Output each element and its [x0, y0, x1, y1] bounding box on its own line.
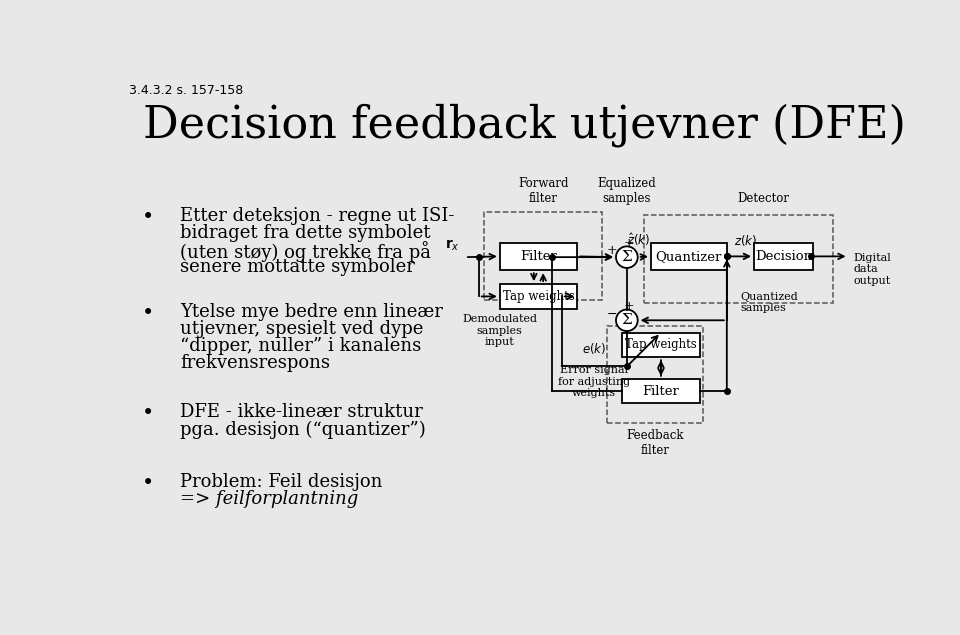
Text: senere mottatte symboler: senere mottatte symboler — [180, 258, 416, 276]
Text: Decision: Decision — [755, 250, 812, 263]
Text: +: + — [624, 237, 635, 250]
Text: Tap weights: Tap weights — [503, 290, 574, 303]
Text: 3.4.3.2 s. 157-158: 3.4.3.2 s. 157-158 — [130, 84, 244, 97]
Text: $\mathbf{r}_x$: $\mathbf{r}_x$ — [444, 238, 460, 253]
Text: •: • — [142, 304, 154, 323]
Bar — [622, 379, 700, 403]
Text: Quantized
samples: Quantized samples — [740, 292, 798, 314]
Text: Demodulated
samples
input: Demodulated samples input — [463, 314, 538, 347]
Text: Σ: Σ — [621, 313, 633, 327]
Bar — [651, 243, 727, 271]
Text: $e(k)$: $e(k)$ — [582, 341, 607, 356]
Bar — [622, 333, 700, 358]
Bar — [500, 243, 577, 271]
Text: Filter: Filter — [642, 385, 680, 398]
Text: −: − — [607, 307, 617, 321]
Text: Error signal
for adjusting
weights: Error signal for adjusting weights — [558, 365, 631, 398]
Text: •: • — [142, 403, 154, 424]
Text: bidraget fra dette symbolet: bidraget fra dette symbolet — [180, 224, 431, 242]
Text: Filter: Filter — [520, 250, 557, 263]
Text: •: • — [142, 207, 154, 227]
Text: Problem: Feil desisjon: Problem: Feil desisjon — [180, 472, 383, 491]
Text: Detector: Detector — [737, 192, 789, 205]
Text: Etter deteksjon - regne ut ISI-: Etter deteksjon - regne ut ISI- — [180, 207, 455, 225]
Bar — [500, 284, 577, 309]
Bar — [644, 215, 833, 304]
Text: DFE - ikke-lineær struktur: DFE - ikke-lineær struktur — [180, 403, 423, 422]
Text: Ytelse mye bedre enn lineær: Ytelse mye bedre enn lineær — [180, 304, 444, 321]
Text: “dipper, nuller” i kanalens: “dipper, nuller” i kanalens — [180, 337, 421, 355]
Text: Tap weights: Tap weights — [625, 338, 697, 351]
Text: Quantizer: Quantizer — [656, 250, 722, 263]
Bar — [754, 243, 813, 271]
Text: Decision feedback utjevner (DFE): Decision feedback utjevner (DFE) — [143, 103, 906, 147]
Text: pga. desisjon (“quantizer”): pga. desisjon (“quantizer”) — [180, 420, 426, 439]
Text: frekvensrespons: frekvensrespons — [180, 354, 330, 372]
Circle shape — [616, 246, 637, 268]
Text: Feedback
filter: Feedback filter — [626, 429, 684, 457]
Text: Σ: Σ — [621, 250, 633, 264]
Text: => feilforplantning: => feilforplantning — [180, 490, 359, 508]
Text: utjevner, spesielt ved dype: utjevner, spesielt ved dype — [180, 320, 423, 338]
Text: Digital
data
output: Digital data output — [853, 253, 891, 286]
Text: $z(k)$: $z(k)$ — [733, 233, 757, 248]
Text: +: + — [624, 300, 635, 313]
Bar — [607, 326, 703, 423]
Text: Equalized
samples: Equalized samples — [597, 177, 657, 205]
Bar — [484, 213, 602, 300]
Text: Forward
filter: Forward filter — [517, 177, 568, 205]
Text: +: + — [607, 244, 617, 257]
Text: (uten støy) og trekke fra på: (uten støy) og trekke fra på — [180, 241, 431, 262]
Text: •: • — [142, 472, 154, 493]
Text: $\hat{z}(k)$: $\hat{z}(k)$ — [627, 231, 650, 248]
Circle shape — [616, 309, 637, 331]
